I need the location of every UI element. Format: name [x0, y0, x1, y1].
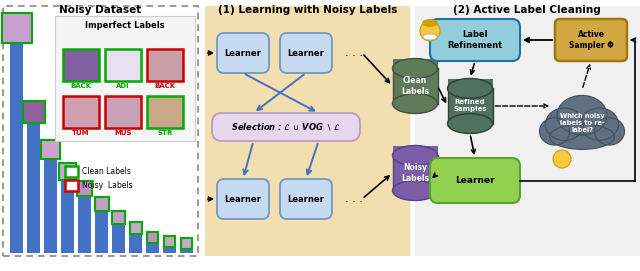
- Bar: [105, 49, 141, 81]
- Bar: [392, 59, 438, 104]
- Bar: [129, 234, 142, 253]
- Ellipse shape: [447, 79, 493, 98]
- Text: Selection : $\mathcal{L}$ $\cup$ VOG $\setminus$ $\mathcal{L}$: Selection : $\mathcal{L}$ $\cup$ VOG $\s…: [231, 122, 341, 133]
- Bar: [164, 236, 175, 247]
- Ellipse shape: [557, 95, 607, 135]
- Bar: [27, 123, 40, 253]
- Bar: [105, 96, 141, 128]
- Ellipse shape: [392, 59, 438, 78]
- FancyBboxPatch shape: [430, 19, 520, 61]
- Bar: [181, 238, 192, 249]
- FancyBboxPatch shape: [555, 19, 627, 61]
- Bar: [392, 146, 438, 191]
- Bar: [147, 231, 158, 243]
- Bar: [112, 224, 125, 253]
- Bar: [78, 196, 91, 253]
- Ellipse shape: [392, 146, 438, 165]
- Bar: [163, 247, 176, 253]
- Text: Noisy  Labels: Noisy Labels: [82, 182, 132, 191]
- Text: . . .: . . .: [345, 48, 363, 58]
- FancyBboxPatch shape: [217, 33, 269, 73]
- Text: Imperfect Labels: Imperfect Labels: [85, 21, 165, 30]
- Ellipse shape: [392, 94, 438, 114]
- Text: (2) Active Label Cleaning: (2) Active Label Cleaning: [453, 5, 601, 15]
- Text: . . .: . . .: [345, 194, 363, 204]
- Text: Clean Labels: Clean Labels: [82, 167, 131, 176]
- Bar: [61, 179, 74, 253]
- Bar: [447, 79, 493, 124]
- Text: Noisy
Labels: Noisy Labels: [401, 163, 429, 183]
- Circle shape: [420, 21, 440, 41]
- Bar: [22, 101, 45, 123]
- Text: Learner: Learner: [287, 49, 324, 57]
- Bar: [44, 159, 57, 253]
- Bar: [129, 222, 141, 234]
- Ellipse shape: [422, 19, 438, 27]
- Text: BACK: BACK: [154, 83, 175, 89]
- Bar: [112, 211, 125, 224]
- Bar: [59, 163, 76, 179]
- FancyBboxPatch shape: [430, 158, 520, 203]
- Bar: [1, 13, 31, 43]
- Text: BACK: BACK: [70, 83, 92, 89]
- Bar: [63, 49, 99, 81]
- Bar: [147, 49, 183, 81]
- Bar: [180, 249, 193, 253]
- Text: Label
Refinement: Label Refinement: [447, 30, 502, 50]
- Text: Learner: Learner: [455, 176, 495, 185]
- Text: Clean
Labels: Clean Labels: [401, 76, 429, 96]
- Ellipse shape: [540, 118, 570, 145]
- Ellipse shape: [447, 114, 493, 134]
- Text: Noisy Dataset: Noisy Dataset: [59, 5, 141, 15]
- Text: Active
Sampler Φ: Active Sampler Φ: [568, 30, 613, 50]
- FancyBboxPatch shape: [217, 179, 269, 219]
- Bar: [41, 140, 60, 159]
- Bar: [146, 243, 159, 253]
- Text: Which noisy
labels to re-
label?: Which noisy labels to re- label?: [559, 113, 604, 133]
- Bar: [10, 43, 23, 253]
- Bar: [65, 180, 78, 191]
- Circle shape: [558, 162, 562, 166]
- Text: Learner: Learner: [225, 195, 261, 204]
- Ellipse shape: [595, 118, 625, 145]
- Text: Learner: Learner: [225, 49, 261, 57]
- Text: Learner: Learner: [287, 195, 324, 204]
- Bar: [65, 166, 78, 177]
- FancyBboxPatch shape: [212, 113, 360, 141]
- Ellipse shape: [392, 181, 438, 201]
- Bar: [147, 96, 183, 128]
- Ellipse shape: [423, 34, 437, 40]
- FancyBboxPatch shape: [280, 179, 332, 219]
- Circle shape: [560, 160, 564, 164]
- Bar: [95, 211, 108, 253]
- Text: ADI: ADI: [116, 83, 130, 89]
- Ellipse shape: [545, 108, 584, 140]
- Bar: [415, 6, 640, 256]
- Bar: [77, 181, 92, 196]
- Text: (1) Learning with Noisy Labels: (1) Learning with Noisy Labels: [218, 5, 397, 15]
- Ellipse shape: [550, 124, 614, 149]
- Bar: [63, 96, 99, 128]
- Text: STR: STR: [157, 130, 173, 136]
- FancyBboxPatch shape: [280, 33, 332, 73]
- FancyBboxPatch shape: [205, 6, 410, 256]
- Ellipse shape: [580, 108, 618, 140]
- Circle shape: [553, 150, 571, 168]
- Text: MUS: MUS: [115, 130, 132, 136]
- Bar: [55, 16, 195, 141]
- Text: TUM: TUM: [72, 130, 90, 136]
- Bar: [95, 197, 109, 211]
- Text: Refined
Samples: Refined Samples: [453, 99, 487, 112]
